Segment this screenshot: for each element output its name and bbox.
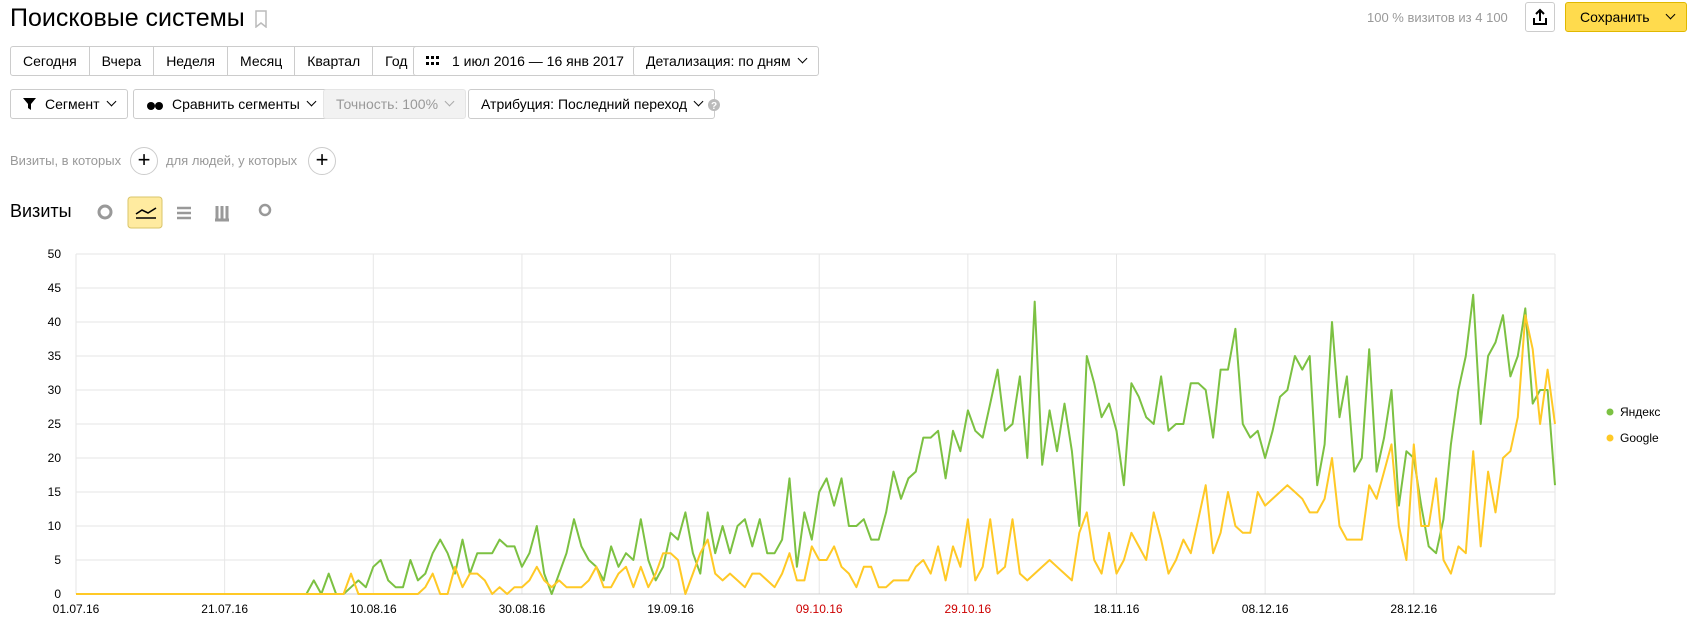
x-tick-label: 28.12.16 [1390,602,1437,616]
legend-marker [1606,408,1614,416]
x-tick-label: 30.08.16 [499,602,546,616]
period-button[interactable]: Месяц [227,46,296,76]
x-tick-label: 01.07.16 [53,602,100,616]
accuracy-select: Точность: 100% [323,89,467,119]
segment-button[interactable]: Сегмент [10,89,128,119]
help-icon[interactable]: ? [707,98,721,112]
area-view[interactable] [177,206,191,220]
y-tick-label: 30 [48,383,62,397]
y-tick-label: 5 [54,553,61,567]
period-button[interactable]: Вчера [88,46,155,76]
x-tick-label: 21.07.16 [201,602,248,616]
x-tick-label: 09.10.16 [796,602,843,616]
date-range[interactable]: 1 июл 2016 — 16 янв 2017 [413,46,637,76]
y-tick-label: 10 [48,519,62,533]
y-tick-label: 15 [48,485,62,499]
bar-view[interactable] [215,206,229,222]
compare-label: Сравнить сегменты [172,96,300,112]
add-people-filter[interactable]: + [308,147,336,175]
compare-button[interactable]: Сравнить сегменты [133,89,328,119]
date-range-label: 1 июл 2016 — 16 янв 2017 [452,53,624,69]
save-label: Сохранить [1580,9,1650,25]
x-tick-label: 29.10.16 [944,602,991,616]
y-tick-label: 50 [48,247,62,261]
period-button[interactable]: Сегодня [10,46,90,76]
detail-label: Детализация: по дням [646,53,791,69]
period-button[interactable]: Неделя [153,46,229,76]
y-tick-label: 20 [48,451,62,465]
map-view[interactable] [258,203,272,217]
add-visit-filter[interactable]: + [130,147,158,175]
y-tick-label: 35 [48,349,62,363]
view-switcher [97,196,272,229]
save-button[interactable]: Сохранить [1565,2,1687,32]
x-tick-label: 19.09.16 [647,602,694,616]
y-tick-label: 45 [48,281,62,295]
export-button[interactable] [1525,2,1555,32]
line-view-active[interactable] [127,196,163,229]
y-tick-label: 40 [48,315,62,329]
legend-label: Google [1620,431,1659,445]
y-tick-label: 25 [48,417,62,431]
visits-stats: 100 % визитов из 4 100 [1367,10,1508,25]
section-title: Визиты [10,201,72,221]
period-button[interactable]: Квартал [294,46,374,76]
segment-label: Сегмент [45,96,100,112]
page-title: Поисковые системы [10,4,245,32]
attribution-label: Атрибуция: Последний переход [481,96,688,112]
bookmark-icon[interactable] [254,10,268,28]
chart: 0 5 10 15 20 25 30 35 40 45 50 01.07.16 21.07.16 10.0… [48,247,1661,616]
period-group: Сегодня Вчера Неделя Месяц Квартал Год [10,46,421,76]
y-tick-label: 0 [54,587,61,601]
series-line [76,293,1556,595]
legend-label: Яндекс [1620,405,1660,419]
filter-people: для людей, у которых [166,153,298,168]
series-line [76,314,1556,595]
accuracy-label: Точность: 100% [336,96,439,112]
x-tick-label: 08.12.16 [1242,602,1289,616]
x-tick-label: 10.08.16 [350,602,397,616]
pie-view[interactable] [97,204,113,220]
attribution-select[interactable]: Атрибуция: Последний переход [468,89,716,119]
x-tick-label: 18.11.16 [1094,602,1140,616]
filter-visits: Визиты, в которых [10,153,122,168]
svg-text:?: ? [711,101,717,112]
detail-select[interactable]: Детализация: по дням [633,46,819,76]
legend-marker [1606,434,1614,442]
